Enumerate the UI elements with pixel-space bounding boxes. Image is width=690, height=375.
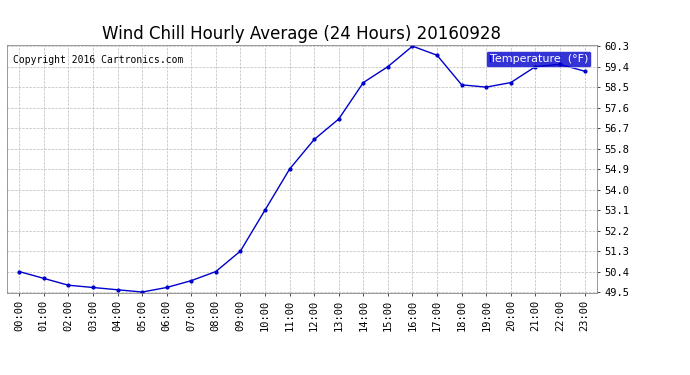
- Legend: Temperature  (°F): Temperature (°F): [486, 51, 591, 67]
- Title: Wind Chill Hourly Average (24 Hours) 20160928: Wind Chill Hourly Average (24 Hours) 201…: [102, 26, 502, 44]
- Text: Copyright 2016 Cartronics.com: Copyright 2016 Cartronics.com: [13, 55, 183, 65]
